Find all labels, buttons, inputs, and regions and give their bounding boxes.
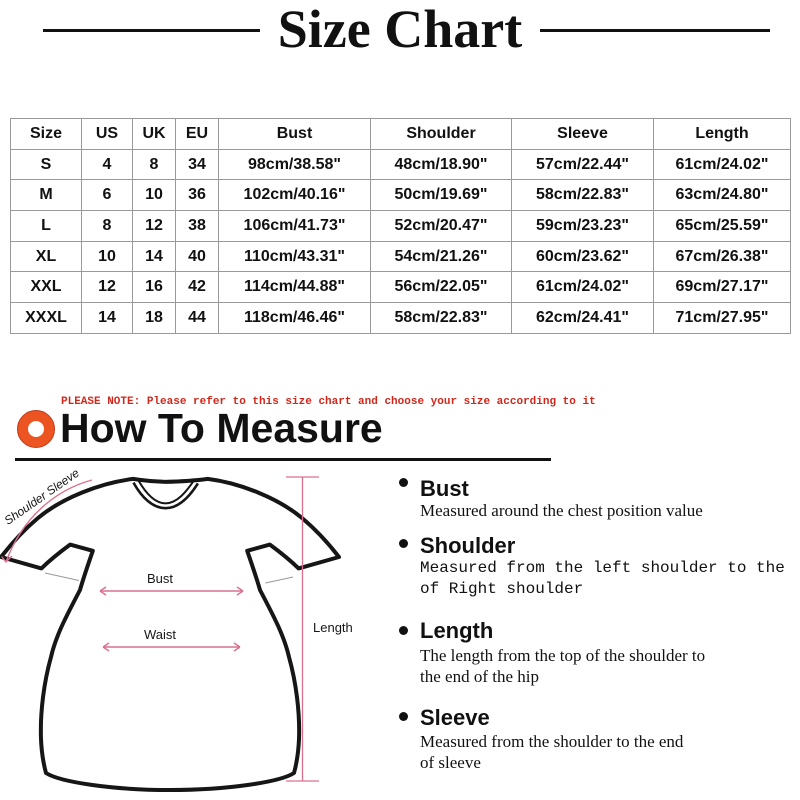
svg-text:Bust: Bust bbox=[147, 571, 173, 586]
svg-text:Waist: Waist bbox=[144, 627, 176, 642]
svg-text:Length: Length bbox=[313, 620, 353, 635]
